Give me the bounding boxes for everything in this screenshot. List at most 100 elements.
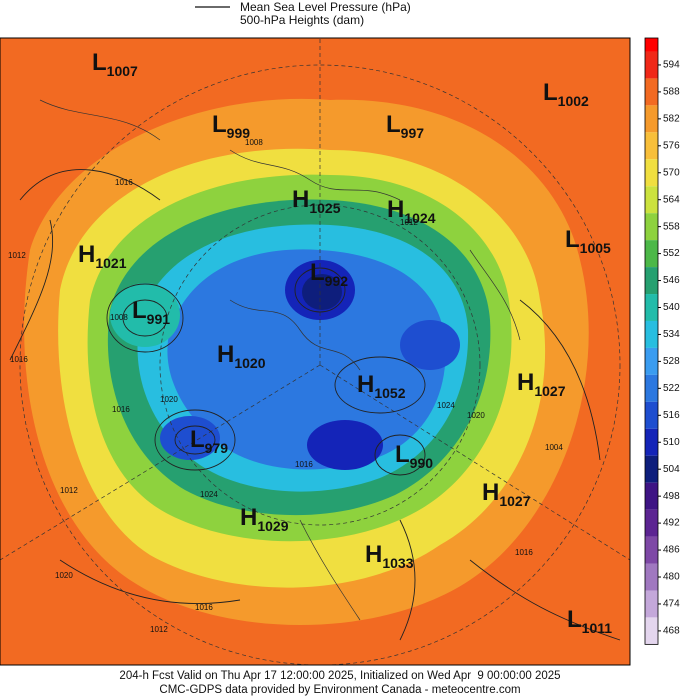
colorbar-cell <box>645 320 658 348</box>
colorbar-label: 582 <box>663 113 680 124</box>
colorbar-label: 546 <box>663 275 680 286</box>
isobar <box>374 434 426 476</box>
colorbar-cell <box>645 617 658 645</box>
center-value: 1007 <box>107 63 138 79</box>
field <box>110 283 180 347</box>
map <box>0 37 631 666</box>
pressure-center: L1005 <box>565 226 611 256</box>
legend-item: Mean Sea Level Pressure (hPa) <box>240 0 411 14</box>
field <box>307 420 383 470</box>
isobar-label: 1016 <box>515 548 533 557</box>
center-type: L <box>543 79 558 106</box>
center-type: H <box>365 541 382 568</box>
colorbar-cell <box>645 536 658 564</box>
field <box>302 274 342 310</box>
colorbar-cell <box>645 213 658 241</box>
center-type: L <box>310 259 325 286</box>
isobar-label: 1016 <box>112 405 130 414</box>
colorbar-cell <box>645 509 658 537</box>
graticule <box>319 364 630 561</box>
colorbar-label: 570 <box>663 167 680 178</box>
center-value: 1025 <box>309 200 340 216</box>
pressure-center: L1011 <box>567 606 612 636</box>
colorbar-label: 474 <box>663 599 680 610</box>
colorbar-label: 480 <box>663 572 680 583</box>
pressure-center: H1052 <box>357 371 406 401</box>
colorbar-cell <box>645 78 658 106</box>
isobar-label: 1016 <box>295 460 313 469</box>
center-type: H <box>357 371 374 398</box>
center-type: H <box>78 241 95 268</box>
pressure-center: H1027 <box>517 369 566 399</box>
colorbar-label: 504 <box>663 464 680 475</box>
center-type: L <box>565 226 580 253</box>
center-type: L <box>567 606 582 633</box>
pressure-center: L1002 <box>543 79 589 109</box>
center-type: L <box>132 297 147 324</box>
isobar-labels: 1016101210161012102010241012101610201016… <box>8 138 563 634</box>
isobar <box>9 169 621 641</box>
center-value: 1052 <box>374 385 405 401</box>
pressure-center: L1007 <box>92 49 138 79</box>
isobar-label: 1012 <box>150 625 168 634</box>
center-type: H <box>217 341 234 368</box>
footer-line: CMC-GDPS data provided by Environment Ca… <box>159 684 520 696</box>
isobar-label: 1012 <box>8 251 26 260</box>
field <box>160 416 220 460</box>
colorbar-cell <box>645 240 658 268</box>
pressure-center: H1027 <box>482 479 531 509</box>
field <box>400 320 460 370</box>
legend-item: 500-hPa Heights (dam) <box>240 13 364 27</box>
isobar-label: 1004 <box>545 443 563 452</box>
colorbar-cell <box>645 590 658 618</box>
colorbar-cell <box>645 267 658 295</box>
colorbar-label: 594 <box>663 60 680 71</box>
colorbar-cell <box>645 132 658 160</box>
pressure-center: L992 <box>310 259 348 289</box>
pressure-center: H1021 <box>78 241 127 271</box>
center-type: H <box>482 479 499 506</box>
center-type: H <box>387 196 404 223</box>
colorbar-cell <box>645 294 658 321</box>
center-value: 1027 <box>499 493 530 509</box>
isobar <box>122 299 168 337</box>
colorbar-label: 552 <box>663 248 680 259</box>
isobar <box>154 409 236 471</box>
isobar-label: 1024 <box>200 490 218 499</box>
pressure-center: H1033 <box>365 541 414 571</box>
colorbar: 594 588 582 576 570 564 558 552 546 540 534 528 522 5… <box>644 37 680 645</box>
center-type: L <box>395 441 410 468</box>
center-value: 1024 <box>404 210 435 226</box>
colorbar-label: 510 <box>663 437 680 448</box>
isobar-label: 1020 <box>55 571 73 580</box>
colorbar-label: 558 <box>663 221 680 232</box>
colorbar-cell <box>645 482 658 510</box>
center-value: 979 <box>205 440 229 456</box>
isobar-label: 1024 <box>437 401 455 410</box>
isobar-label: 1016 <box>195 603 213 612</box>
colorbar-cell <box>645 105 658 133</box>
colorbar-label: 528 <box>663 356 680 367</box>
isobar-label: 1008 <box>110 313 128 322</box>
center-value: 1011 <box>582 620 613 636</box>
center-type: H <box>517 369 534 396</box>
colorbar-label: 534 <box>663 329 680 340</box>
isobar-label: 1016 <box>10 355 28 364</box>
pressure-center: H1020 <box>217 341 266 371</box>
isobar <box>106 283 184 353</box>
pressure-center: L997 <box>386 111 424 141</box>
center-type: L <box>190 426 205 453</box>
isobar <box>294 267 346 313</box>
map-frame <box>0 37 631 666</box>
center-value: 997 <box>401 125 425 141</box>
colorbar-label: 486 <box>663 545 680 556</box>
center-type: H <box>240 504 257 531</box>
colorbar-label: 588 <box>663 87 680 98</box>
colorbar-frame <box>644 37 659 645</box>
colorbar-label: 492 <box>663 518 680 529</box>
colorbar-cell <box>645 428 658 456</box>
colorbar-label: 468 <box>663 626 680 637</box>
